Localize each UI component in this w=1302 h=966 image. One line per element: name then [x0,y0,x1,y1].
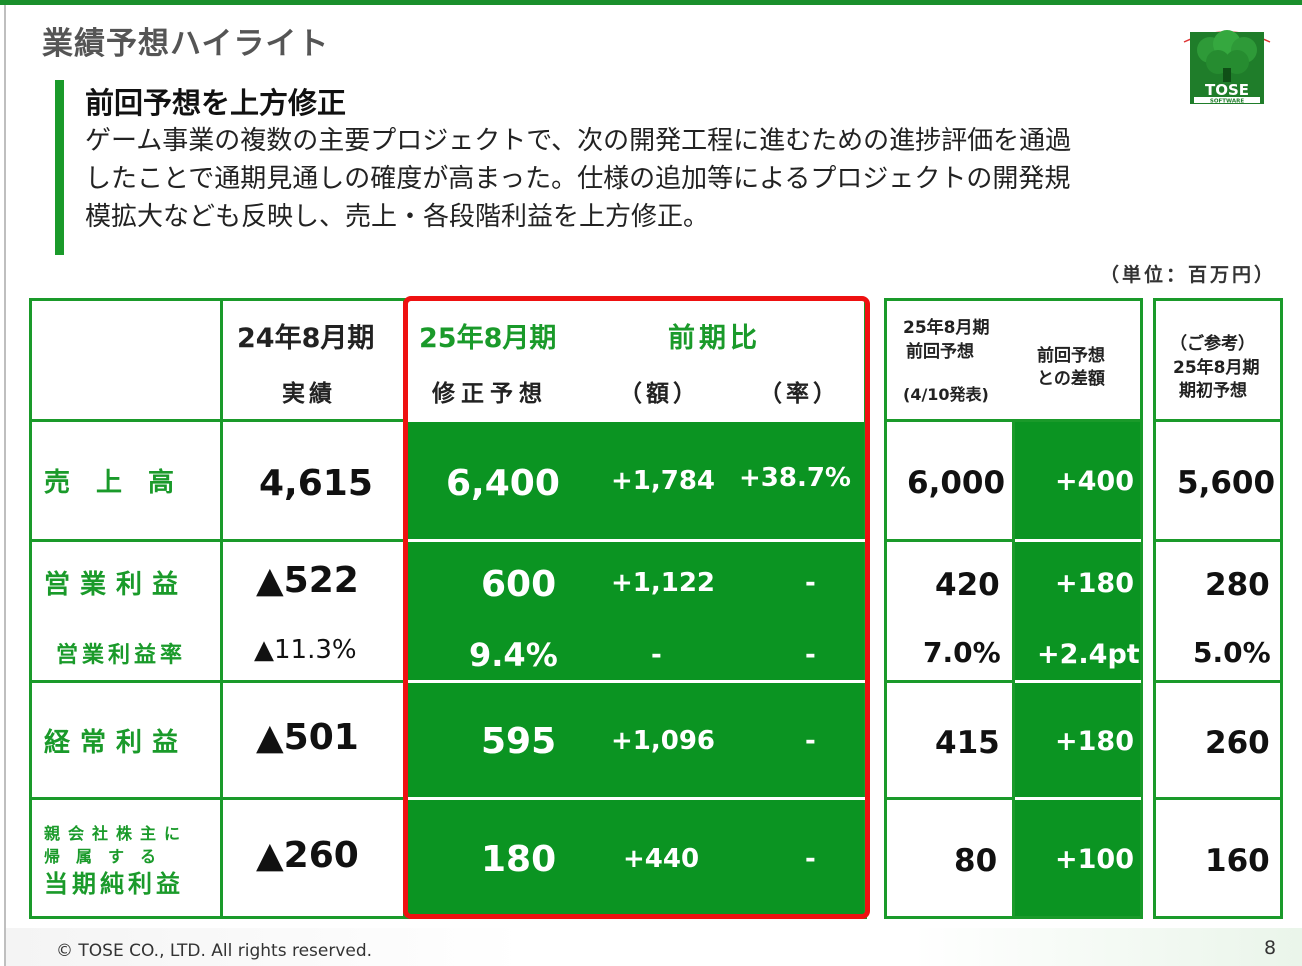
header-fy25-sub: 修正予想 [432,381,548,407]
row-label-op-income: 営業利益 [44,570,189,600]
slide-title: 業績予想ハイライト [42,26,330,62]
tose-logo: TOSE SOFTWARE [1182,24,1272,106]
op-margin-fy24: ▲11.3% [254,635,357,665]
slide-frame [4,5,1300,966]
grid-line [405,797,865,800]
op-margin-prev: 7.0% [923,636,1001,669]
net-income-fy25: 180 [481,839,557,880]
header-prev-line2: 前回予想 [906,342,974,362]
logo-text: TOSE [1205,81,1249,99]
grid-line [1015,539,1141,542]
op-margin-diff: +2.4pt [1037,639,1140,670]
section-accent-bar [55,80,64,255]
header-fy24: 24年8月期 [237,323,375,354]
copyright: © TOSE CO., LTD. All rights reserved. [56,941,373,961]
grid-line [884,419,1143,422]
op-margin-yoy-rate: - [805,640,816,670]
initial-table-border [1153,298,1283,919]
grid-line [884,539,1014,542]
header-yoy-amount: （額） [619,381,700,407]
net-income-yoy-rate: - [805,844,816,874]
sales-prev: 6,000 [907,465,1006,501]
row-label-net-income-line1: 親会社株主に [44,824,189,843]
header-yoy: 前期比 [668,323,761,354]
section-body: ゲーム事業の複数の主要プロジェクトで、次の開発工程に進むための進捗評価を通過 し… [85,122,1225,236]
op-income-yoy-amount: +1,122 [611,568,716,598]
grid-line [29,419,405,422]
ordinary-fy24: ▲501 [256,717,359,758]
ordinary-prev: 415 [935,725,1000,761]
header-prev-line1: 25年8月期 [903,318,990,338]
grid-line [405,680,865,683]
ordinary-fy25: 595 [481,721,557,762]
grid-line [1153,797,1283,800]
ordinary-yoy-rate: - [805,726,816,756]
footer-shade [6,928,1302,966]
header-initial-line1: （ご参考） [1170,334,1255,354]
grid-line [884,680,1014,683]
ordinary-diff: +180 [1055,726,1134,757]
header-prev-line3: (4/10発表) [903,385,989,404]
grid-line [884,797,1014,800]
ordinary-yoy-amount: +1,096 [611,726,716,756]
header-yoy-rate: （率） [759,381,840,407]
sales-fy24: 4,615 [259,463,373,504]
header-initial-line2: 25年8月期 [1173,358,1260,378]
net-income-diff: +100 [1055,844,1134,875]
grid-line [29,680,405,683]
sales-initial: 5,600 [1177,465,1276,501]
logo-subtext: SOFTWARE [1210,99,1244,105]
row-label-ordinary: 経常利益 [44,728,189,758]
ordinary-initial: 260 [1205,725,1270,761]
body-line: したことで通期見通しの確度が高まった。仕様の追加等によるプロジェクトの開発規 [85,164,1071,194]
header-diff-line2: との差額 [1037,369,1105,389]
net-income-initial: 160 [1205,843,1270,879]
body-line: ゲーム事業の複数の主要プロジェクトで、次の開発工程に進むための進捗評価を通過 [85,126,1072,156]
revised-forecast-highlight [403,296,870,919]
grid-line [1012,419,1015,919]
grid-line [1015,797,1141,800]
net-income-prev: 80 [954,843,998,879]
op-income-fy25: 600 [481,564,557,605]
grid-line [29,539,405,542]
row-label-net-income-line3: 当期純利益 [44,870,184,898]
grid-line [1153,419,1283,422]
top-accent-bar [0,0,1302,5]
row-label-op-margin: 営業利益率 [56,643,187,668]
op-income-diff: +180 [1055,568,1134,599]
header-fy24-sub: 実績 [282,381,336,407]
grid-line [405,539,865,542]
body-line: 模拡大なども反映し、売上・各段階利益を上方修正。 [85,202,710,232]
op-income-fy24: ▲522 [256,560,359,601]
net-income-fy24: ▲260 [256,835,359,876]
diff-fill [1013,422,1141,916]
fy25-fill [405,422,865,916]
grid-line [29,797,405,800]
sales-yoy-amount: +1,784 [611,466,716,496]
unit-label: （単位：百万円） [1100,264,1277,286]
op-margin-fy25: 9.4% [469,636,558,674]
op-income-yoy-rate: - [805,568,816,598]
row-label-net-income-line2: 帰 属 す る [44,847,157,866]
sales-diff: +400 [1055,466,1134,497]
op-margin-yoy-amount: - [651,640,662,670]
op-margin-initial: 5.0% [1193,636,1271,669]
net-income-yoy-amount: +440 [623,844,700,874]
row-label-sales: 売 上 高 [44,468,175,498]
header-fy25: 25年8月期 [419,323,557,354]
grid-line [220,298,223,919]
grid-line [1153,680,1283,683]
op-income-initial: 280 [1205,567,1270,603]
header-diff-line1: 前回予想 [1037,346,1105,366]
op-income-prev: 420 [935,567,1000,603]
grid-line [1015,680,1141,683]
section-subtitle: 前回予想を上方修正 [85,86,347,120]
grid-line [1153,539,1283,542]
sales-yoy-rate: +38.7% [739,463,851,493]
sales-fy25: 6,400 [446,463,560,504]
page-number: 8 [1264,937,1277,959]
header-initial-line3: 期初予想 [1179,381,1247,401]
